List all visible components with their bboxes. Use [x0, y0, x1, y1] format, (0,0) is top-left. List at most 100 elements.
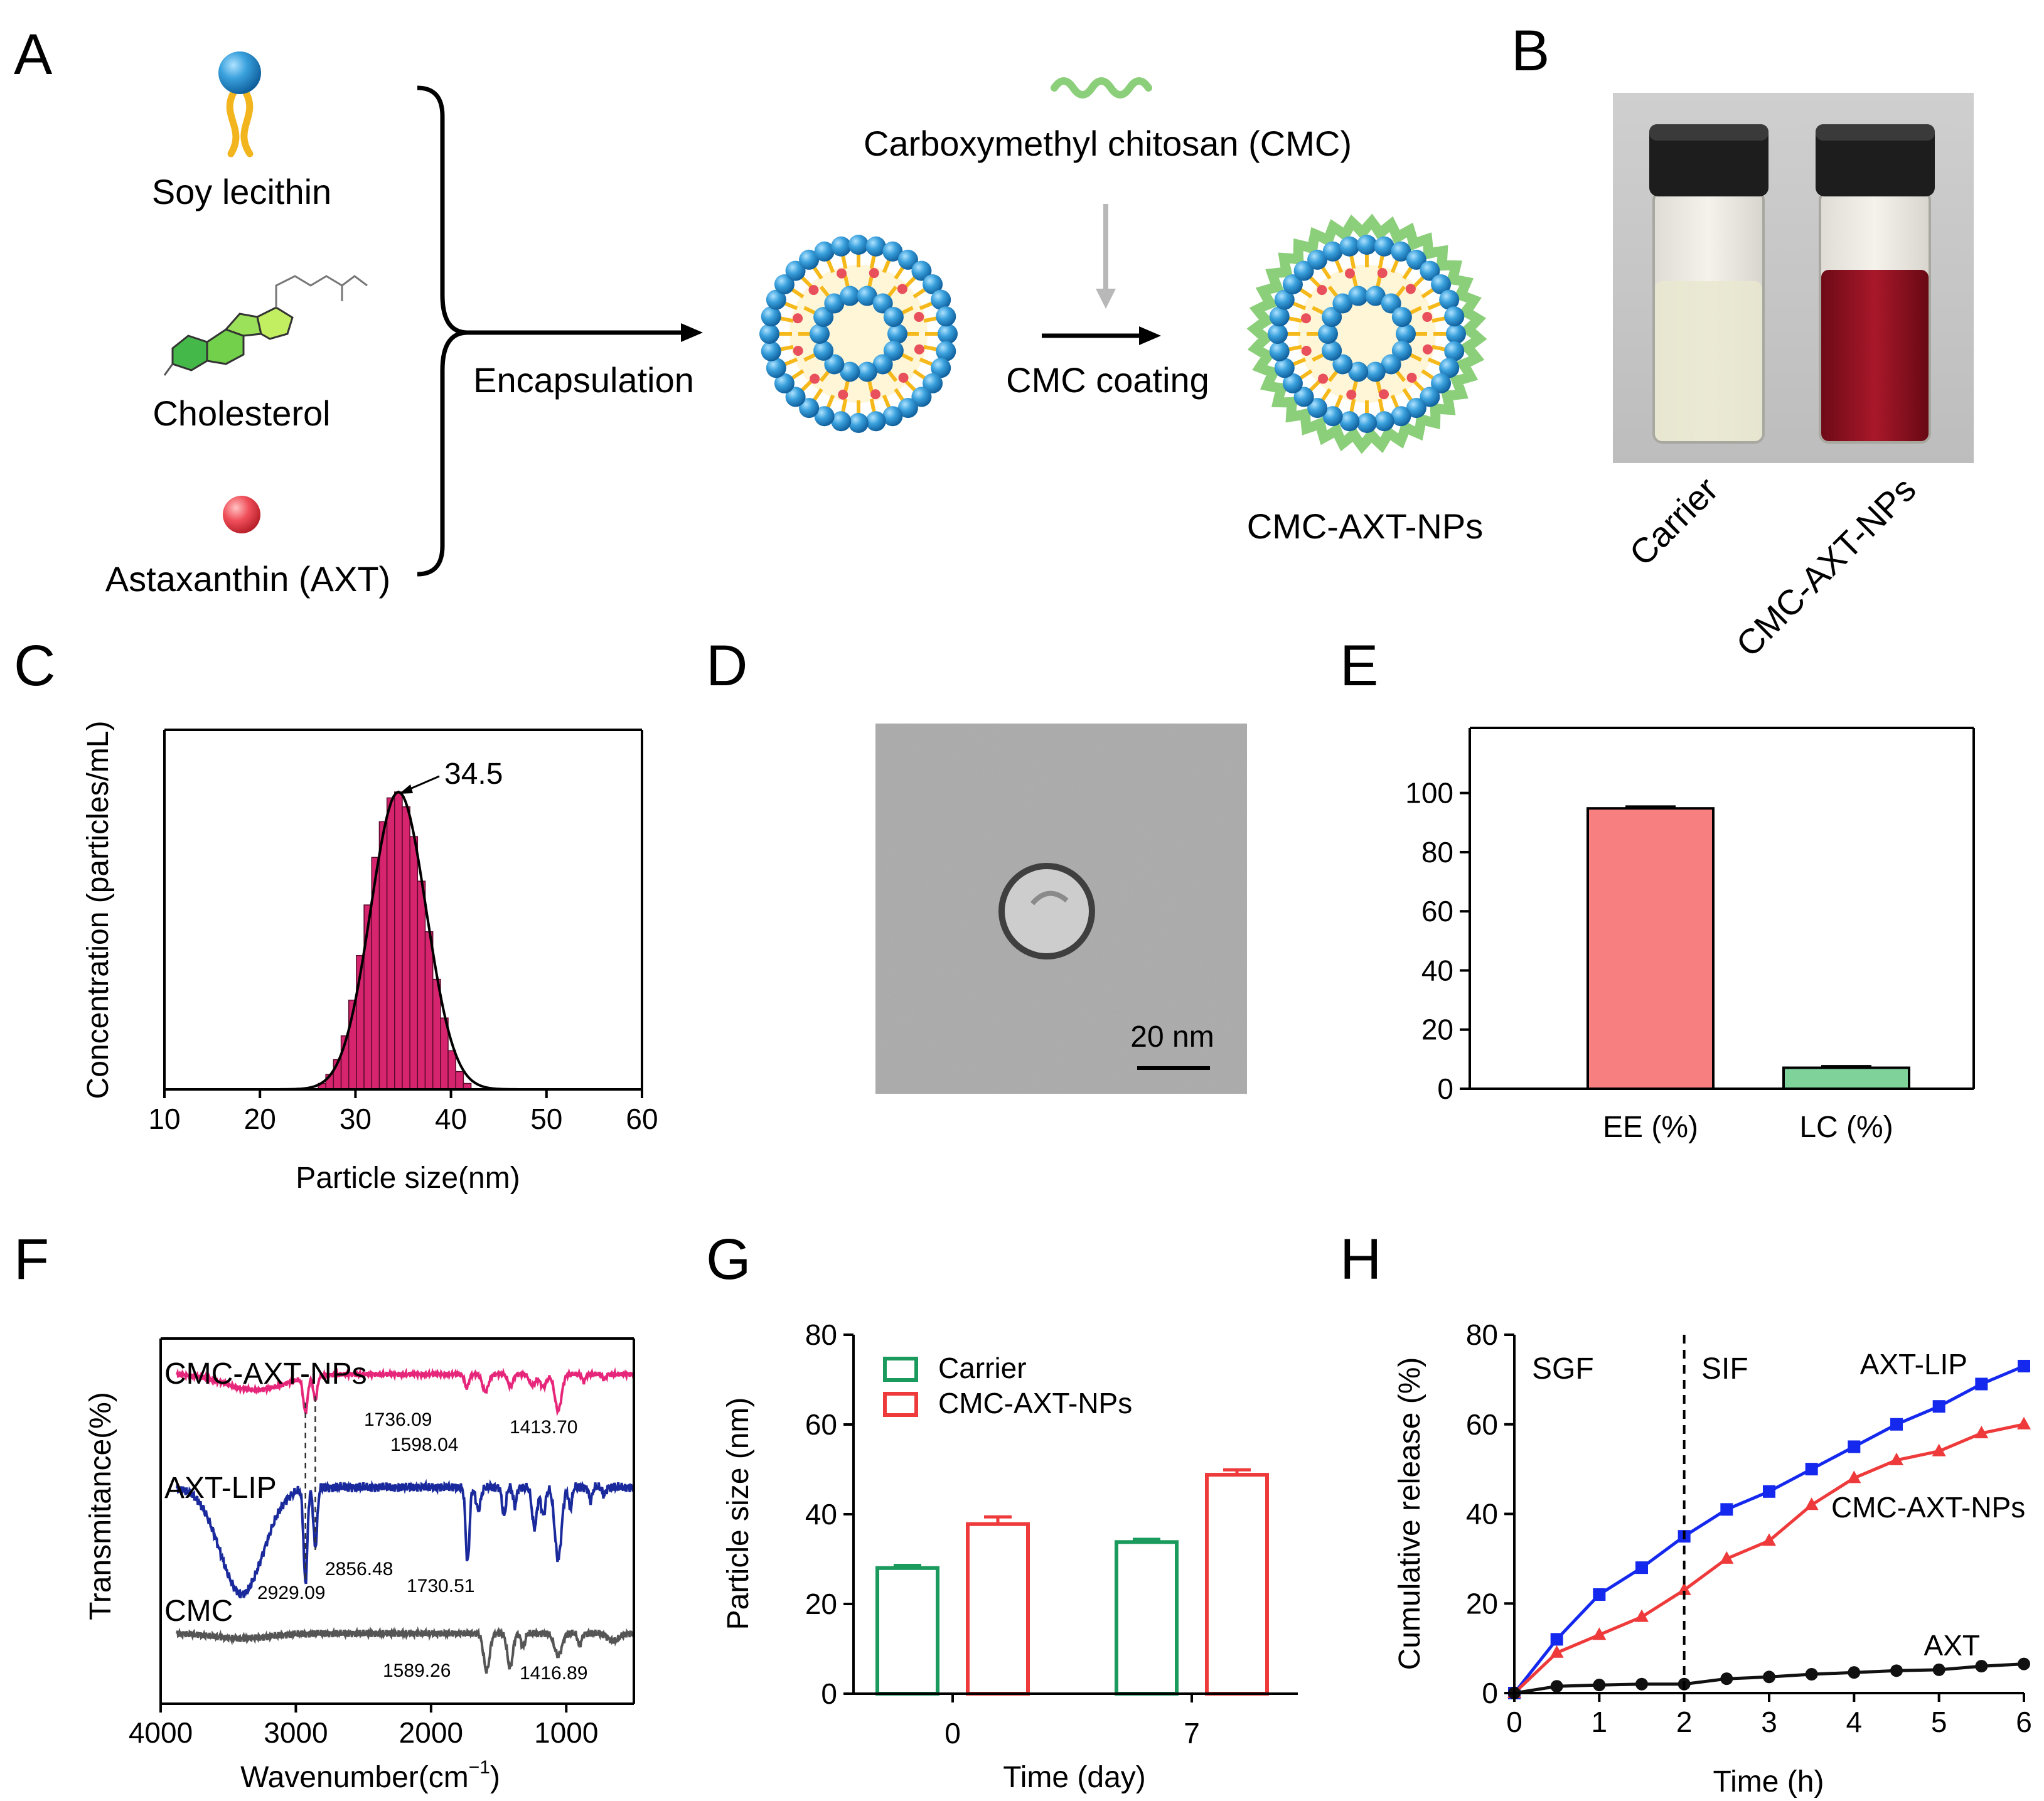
lipid-tail [919, 301, 934, 311]
lipid-tail [867, 380, 874, 393]
c-x-tick-label: 50 [530, 1103, 562, 1135]
cholesterol-label: Cholesterol [152, 393, 330, 433]
phospholipid-head [1307, 249, 1328, 270]
lipid-tail [1349, 398, 1356, 414]
phospholipid-head [761, 306, 781, 327]
phospholipid-head [857, 286, 877, 306]
lipid-tail [1412, 275, 1425, 289]
phospholipid-head [887, 324, 907, 344]
e-y-tick-label: 100 [1405, 777, 1453, 810]
lipid-tail [1409, 353, 1422, 362]
h-point-circle [1635, 1677, 1648, 1691]
h-region-sgf: SGF [1532, 1352, 1594, 1386]
h-y-label: Cumulative release (%) [1393, 1357, 1426, 1670]
lipid-tail [841, 398, 848, 414]
histogram-bar [424, 931, 434, 1090]
phospholipid-head [1391, 307, 1412, 328]
phospholipid-head [1293, 387, 1314, 407]
lipid-tail [1421, 369, 1435, 380]
panel-label-d: D [706, 634, 747, 698]
phospholipid-head [831, 236, 852, 257]
phospholipid-head [1365, 286, 1386, 306]
lipid-tail [1431, 345, 1447, 351]
h-y-tick-label: 60 [1466, 1408, 1498, 1441]
g-x-label: Time (day) [1003, 1761, 1146, 1794]
bilayer-core [1298, 265, 1436, 403]
lipid-tail [1327, 370, 1339, 382]
ee-lc-chart: EE (%) LC (%) 0 20 40 60 80 100 [1405, 777, 1910, 1144]
h-point-triangle [1974, 1426, 1989, 1439]
astaxanthin-label: Astaxanthin (AXT) [105, 559, 390, 599]
axt-molecule [1379, 389, 1389, 400]
lipid-tail [1427, 357, 1442, 366]
f-x-tick-label: 2000 [399, 1716, 463, 1749]
axt-molecule [914, 311, 924, 322]
phospholipid-head [814, 406, 835, 427]
h-x-tick-label: 0 [1506, 1706, 1522, 1738]
f-x-tick-label: 1000 [534, 1716, 598, 1749]
axt-molecule [1344, 268, 1355, 279]
phospholipid-head [1391, 406, 1411, 427]
phospholipid-head [1431, 373, 1452, 393]
encapsulation-label: Encapsulation [473, 360, 694, 400]
histogram-bar [455, 1071, 464, 1090]
phospholipid-head [1332, 354, 1353, 375]
c-x-tick-label: 40 [435, 1103, 467, 1135]
e-y-tick-label: 40 [1421, 954, 1453, 986]
lipid-tail [1402, 388, 1413, 402]
lipid-tail [923, 345, 938, 351]
panel-e: E EE (%) LC (%) 0 20 40 60 80 100 [1340, 634, 1975, 1144]
lipid-tail [887, 286, 898, 298]
g-legend-label-nps: CMC-AXT-NPs [938, 1387, 1132, 1419]
lipid-tail [894, 388, 905, 402]
lipid-tail [1298, 369, 1313, 380]
lipid-tail [1412, 379, 1425, 392]
axt-molecule [1406, 372, 1417, 383]
phospholipid-head [857, 361, 877, 382]
lipid-tail [882, 259, 891, 274]
panel-label-a: A [14, 23, 53, 87]
lipid-tail [790, 369, 805, 380]
axt-molecule [793, 313, 803, 324]
lipid-tail [1298, 287, 1313, 299]
h-point-triangle [1804, 1497, 1819, 1510]
phospholipid-head [897, 249, 918, 270]
phospholipid-head [1439, 358, 1460, 378]
phospholipid-head [1322, 340, 1342, 361]
phospholipid-head [799, 249, 820, 270]
h-point-square [1932, 1400, 1945, 1413]
phospholipid-head [1396, 324, 1416, 344]
axt-molecule [838, 389, 848, 400]
tem-particle [998, 863, 1095, 959]
phospholipid-head [1339, 236, 1360, 257]
lipid-tail [904, 379, 917, 392]
h-x-tick-label: 4 [1846, 1706, 1863, 1738]
e-category-label: LC (%) [1799, 1111, 1893, 1144]
lipid-tail [779, 345, 794, 351]
lipid-tail [1312, 353, 1325, 362]
h-point-triangle [1549, 1645, 1564, 1658]
lipid-tail [882, 394, 891, 409]
h-point-square [1635, 1561, 1648, 1574]
axt-molecule [1301, 346, 1312, 356]
phospholipid-head [897, 398, 918, 419]
panel-f: F CMC-AXT-NPs AXT-LIP CMC 1736.09 1598.04 141… [14, 1227, 635, 1794]
c-peak-label: 34.5 [444, 757, 503, 791]
e-y-tick-label: 80 [1421, 836, 1453, 868]
histogram-bar [386, 797, 395, 1090]
axt-molecule [897, 284, 907, 294]
lecithin-icon [218, 51, 261, 158]
axt-molecule [1422, 311, 1433, 322]
phospholipid-head [1348, 286, 1369, 306]
phospholipid-head [1381, 354, 1401, 375]
lipid-tail [783, 301, 798, 311]
phospholipid-head [1269, 306, 1290, 327]
h-point-circle [1805, 1668, 1818, 1681]
lipid-tail [1320, 388, 1332, 402]
lipid-tail [919, 357, 934, 366]
h-x-tick-label: 2 [1676, 1706, 1693, 1738]
histogram-bar [432, 978, 441, 1090]
h-point-triangle [1677, 1582, 1691, 1595]
c-x-label: Particle size(nm) [296, 1162, 520, 1195]
lipid-tail [869, 398, 876, 414]
